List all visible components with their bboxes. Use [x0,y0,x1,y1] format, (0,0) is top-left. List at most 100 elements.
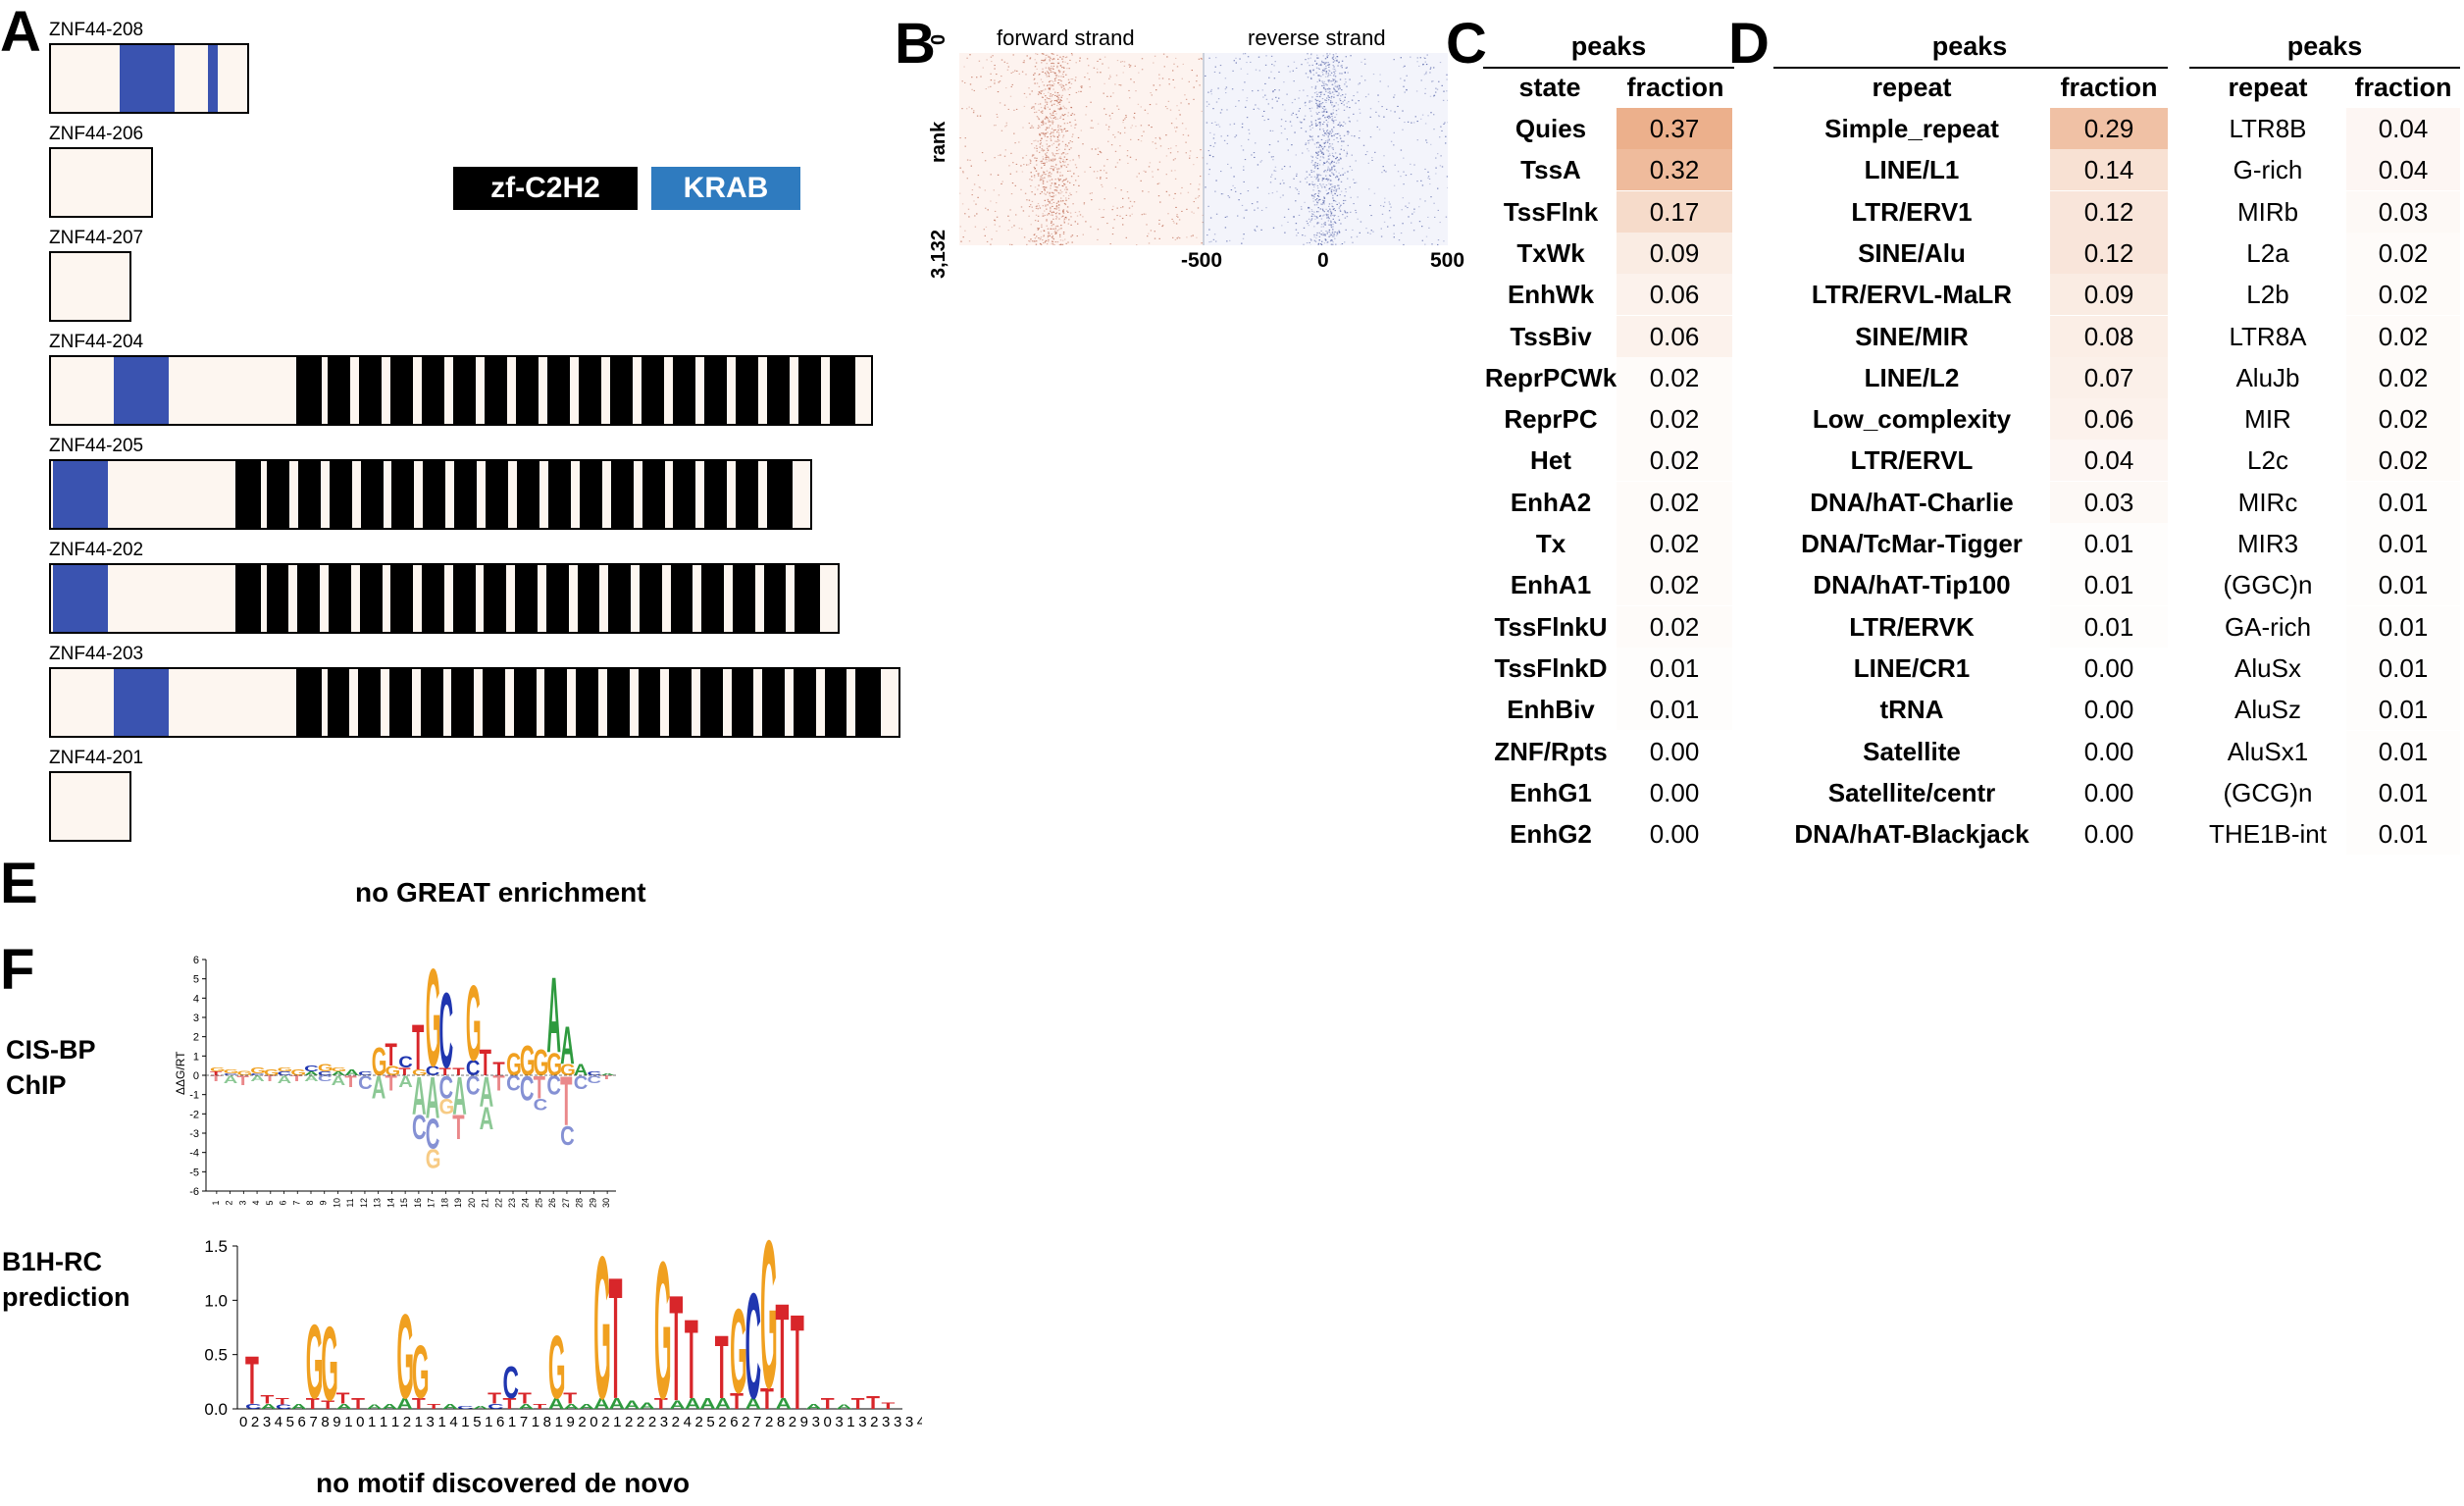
forward-read [1089,166,1092,168]
forward-read [1192,234,1194,236]
forward-read [1125,115,1127,117]
forward-read [1039,127,1041,129]
cisbp-letter: C [278,1071,292,1077]
reverse-read [1435,173,1437,175]
forward-read [1054,241,1056,243]
reverse-read [1319,124,1321,126]
reverse-read [1323,130,1325,132]
forward-read [1140,106,1142,108]
forward-read [1052,192,1054,194]
reverse-read [1355,102,1357,104]
reverse-read [1336,90,1338,92]
reverse-read [1311,210,1313,212]
reverse-read [1316,177,1318,179]
forward-read [1055,189,1057,191]
forward-read [1045,99,1047,101]
forward-read [1052,160,1054,162]
forward-read [1007,230,1009,232]
forward-read [1023,60,1025,62]
cisbp-letter: C [358,1071,373,1077]
reverse-read [1257,201,1258,203]
reverse-read [1318,150,1320,152]
reverse-read [1416,57,1418,59]
forward-read [1060,108,1063,110]
reverse-read [1337,132,1340,134]
reverse-read [1418,221,1421,223]
repeat-subfamily-label: MIR3 [2236,529,2299,558]
reverse-read [1296,67,1298,69]
reverse-read [1317,179,1319,181]
forward-read [1050,101,1052,103]
reverse-read [1348,131,1350,133]
forward-read [1131,213,1133,215]
reverse-read [1287,149,1289,151]
forward-read [1046,127,1048,129]
reverse-read [1313,235,1315,237]
forward-read [1046,225,1048,227]
forward-read [1129,97,1131,99]
b1h-letter: A [336,1402,352,1411]
forward-read [1173,86,1176,88]
repeat-family-fraction: 0.00 [2050,813,2168,856]
forward-read [1189,157,1191,159]
forward-read [1124,127,1126,129]
forward-read [1028,199,1031,201]
forward-read [1049,125,1052,127]
reverse-read [1247,73,1249,75]
reverse-read [1394,111,1396,113]
reverse-read [1322,164,1324,166]
reverse-read [1371,159,1373,161]
state-label: ReprPCWk [1484,362,1617,392]
reverse-read [1337,180,1340,182]
repeat-family-fraction: 0.00 [2050,730,2168,772]
forward-read [1066,63,1069,65]
reverse-read [1390,140,1393,142]
reverse-read [1325,215,1328,217]
reverse-read [1309,135,1311,137]
forward-read [1047,54,1049,56]
forward-read [1109,118,1111,120]
forward-read [1104,198,1105,200]
cisbp-letter: C [560,1121,575,1152]
cisbp-letter: G [332,1067,347,1073]
reverse-read [1433,94,1436,96]
zf-c2h2-domain [577,565,600,632]
forward-read [1155,103,1157,105]
reverse-read [1433,95,1435,97]
forward-read [1034,78,1036,79]
reverse-read [1310,215,1312,217]
forward-read [968,106,970,108]
reverse-read [1323,87,1325,89]
reverse-read [1326,57,1328,59]
reverse-read [1291,125,1293,127]
reverse-read [1357,91,1359,93]
reverse-read [1310,215,1313,217]
forward-read [1141,58,1144,60]
zf-c2h2-domain [673,357,696,424]
forward-read [1038,91,1040,93]
reverse-read [1327,150,1330,152]
reverse-read [1383,221,1386,223]
reverse-read [1398,239,1401,241]
forward-read [1060,167,1062,169]
forward-read [1196,236,1198,238]
forward-read [1175,118,1177,120]
reverse-read [1345,155,1348,157]
reverse-read [1258,70,1260,72]
zf-c2h2-domain [266,461,289,528]
reverse-read [1315,146,1318,148]
forward-read [1053,155,1055,157]
reverse-read [1341,73,1343,75]
forward-read [1007,66,1009,68]
forward-read [1060,83,1062,85]
forward-read [1046,101,1049,103]
forward-read [1033,108,1036,110]
cisbp-x-tick-label: 10 [332,1198,341,1208]
forward-read [1067,197,1070,199]
zf-c2h2-domain [824,669,847,736]
repeat-subfamily-label: AluSx [2234,652,2301,683]
forward-read [1066,153,1069,155]
reverse-read [1230,189,1233,191]
reverse-read [1327,88,1329,90]
d-col-repeat-right: repeat [2228,73,2308,102]
